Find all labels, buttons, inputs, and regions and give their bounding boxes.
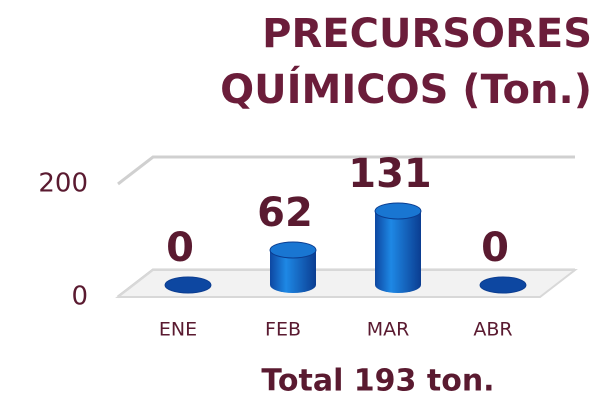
y-tick-label: 0 — [71, 282, 88, 312]
chart-title: PRECURSORES — [262, 11, 592, 57]
bar-top — [479, 276, 527, 294]
grid-line — [117, 155, 575, 186]
x-tick-label: ENE — [159, 319, 197, 341]
bar-top — [269, 241, 317, 259]
value-label: 131 — [348, 151, 432, 197]
bar-top — [164, 276, 212, 294]
y-tick-label: 200 — [38, 169, 88, 199]
value-label: 0 — [481, 225, 509, 271]
bar — [375, 210, 421, 293]
total-annotation: Total 193 ton. — [261, 364, 494, 399]
floor — [115, 269, 578, 298]
value-label: 0 — [166, 225, 194, 271]
x-tick-label: ABR — [473, 319, 512, 341]
bar-top — [374, 202, 422, 220]
x-tick-label: MAR — [367, 319, 410, 341]
bar — [270, 249, 316, 293]
chart-title: QUÍMICOS (Ton.) — [220, 65, 592, 113]
x-tick-label: FEB — [265, 319, 301, 341]
value-label: 62 — [257, 190, 313, 236]
